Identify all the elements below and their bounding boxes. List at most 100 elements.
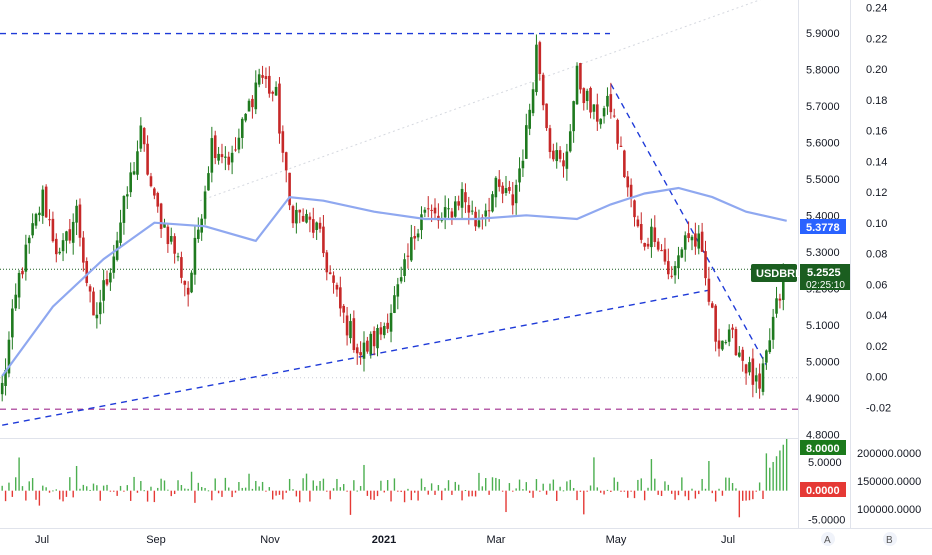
settings-label: B bbox=[886, 535, 893, 546]
oscillator-bar bbox=[116, 490, 118, 496]
oscillator-bar bbox=[752, 490, 754, 500]
candle-body bbox=[112, 256, 116, 273]
candle-body bbox=[159, 203, 163, 229]
oscillator-bar bbox=[312, 480, 314, 491]
oscillator-bar bbox=[55, 489, 57, 491]
oscillator-bar bbox=[268, 487, 271, 491]
candle-body bbox=[487, 210, 491, 212]
symbol-price-label[interactable]: USDBRL bbox=[751, 264, 802, 282]
candle-body bbox=[44, 186, 48, 218]
oscillator-bar bbox=[356, 490, 358, 492]
candle-body bbox=[582, 88, 586, 104]
candle-body bbox=[315, 222, 318, 231]
oscillator-bar bbox=[1, 485, 3, 491]
oscillator-bar bbox=[28, 481, 30, 491]
candle-body bbox=[109, 272, 112, 283]
oscillator-bar bbox=[72, 490, 74, 498]
oscillator-bar bbox=[576, 490, 578, 501]
oscillator-bar bbox=[173, 490, 176, 495]
candle-body bbox=[406, 255, 410, 257]
oscillator-bar bbox=[234, 490, 237, 493]
candle-body bbox=[410, 237, 413, 261]
oscillator-bar bbox=[599, 490, 602, 493]
candle-body bbox=[521, 160, 525, 169]
candle-body bbox=[237, 137, 241, 150]
oscillator-bar bbox=[556, 490, 558, 502]
oscillator-bar bbox=[528, 490, 531, 493]
oscillator-bar bbox=[150, 486, 152, 491]
oscillator-bar bbox=[765, 453, 768, 491]
candle-body bbox=[359, 352, 362, 356]
oscillator-bar bbox=[363, 464, 365, 491]
candle-body bbox=[48, 219, 51, 221]
oscillator-bar bbox=[123, 490, 125, 492]
candle-body bbox=[670, 275, 673, 277]
oscillator-bar bbox=[545, 490, 548, 495]
oscillator-bar bbox=[295, 490, 298, 497]
candle-body bbox=[251, 98, 254, 108]
oscillator-bar bbox=[322, 478, 325, 491]
candle-body bbox=[247, 100, 251, 112]
oscillator-bar bbox=[248, 473, 250, 491]
oscillator-bar bbox=[512, 490, 514, 492]
oscillator-bar bbox=[58, 490, 61, 500]
oscillator-bar bbox=[613, 477, 615, 491]
candle-body bbox=[27, 237, 31, 244]
oscillator-bar bbox=[437, 485, 440, 491]
oscillator-bar bbox=[86, 486, 88, 491]
candle-body bbox=[173, 236, 176, 254]
oscillator-bar bbox=[184, 488, 186, 491]
secondary-tick-2: 0.20 bbox=[866, 64, 887, 76]
secondary-tick-1: 0.22 bbox=[866, 33, 887, 45]
oscillator-bar bbox=[457, 484, 460, 491]
oscillator-bar bbox=[681, 477, 683, 491]
oscillator-bar bbox=[427, 490, 429, 495]
oscillator-bar bbox=[255, 480, 257, 491]
oscillator-bar bbox=[430, 483, 433, 491]
candle-body bbox=[224, 156, 227, 158]
candle-body bbox=[460, 188, 464, 208]
oscillator-bar bbox=[373, 490, 375, 500]
oscillator-bar bbox=[647, 487, 649, 491]
candle-body bbox=[142, 128, 146, 145]
candle-body bbox=[51, 218, 55, 242]
candle-body bbox=[572, 101, 575, 132]
candle-body bbox=[139, 125, 143, 149]
candle-body bbox=[403, 259, 406, 276]
oscillator-bar bbox=[292, 489, 294, 491]
candle-body bbox=[612, 115, 616, 117]
price-tick-11: 4.8000 bbox=[806, 429, 840, 441]
candle-body bbox=[34, 213, 38, 226]
price-tick-2: 5.7000 bbox=[806, 101, 840, 113]
oscillator-bar bbox=[498, 479, 500, 491]
candle-body bbox=[751, 358, 755, 385]
candle-body bbox=[14, 294, 18, 309]
candle-body bbox=[771, 316, 775, 340]
candle-body bbox=[98, 302, 102, 315]
oscillator-bar bbox=[660, 490, 663, 497]
candle-body bbox=[38, 212, 41, 216]
candle-body bbox=[318, 222, 322, 229]
oscillator-bar bbox=[569, 479, 571, 491]
secondary-tick-8: 0.08 bbox=[866, 249, 887, 261]
candle-body bbox=[261, 75, 264, 78]
auto-scale-button[interactable]: A bbox=[821, 532, 835, 546]
candle-body bbox=[153, 188, 156, 196]
candle-body bbox=[352, 318, 356, 350]
candle-body bbox=[596, 104, 599, 122]
settings-button[interactable]: B bbox=[883, 532, 897, 546]
trendline-falling bbox=[610, 83, 767, 366]
candle-body bbox=[298, 209, 302, 213]
candle-body bbox=[4, 369, 7, 386]
candle-body bbox=[457, 201, 460, 206]
oscillator-bar bbox=[664, 481, 666, 491]
candle-body bbox=[88, 286, 92, 292]
price-tick-4: 5.5000 bbox=[806, 174, 840, 186]
oscillator-bar bbox=[265, 490, 267, 492]
candle-body bbox=[339, 287, 342, 309]
oscillator-bar bbox=[346, 490, 348, 492]
oscillator-bar bbox=[589, 485, 592, 491]
secondary-tick-3: 0.18 bbox=[866, 95, 887, 107]
candle-body bbox=[552, 150, 555, 160]
